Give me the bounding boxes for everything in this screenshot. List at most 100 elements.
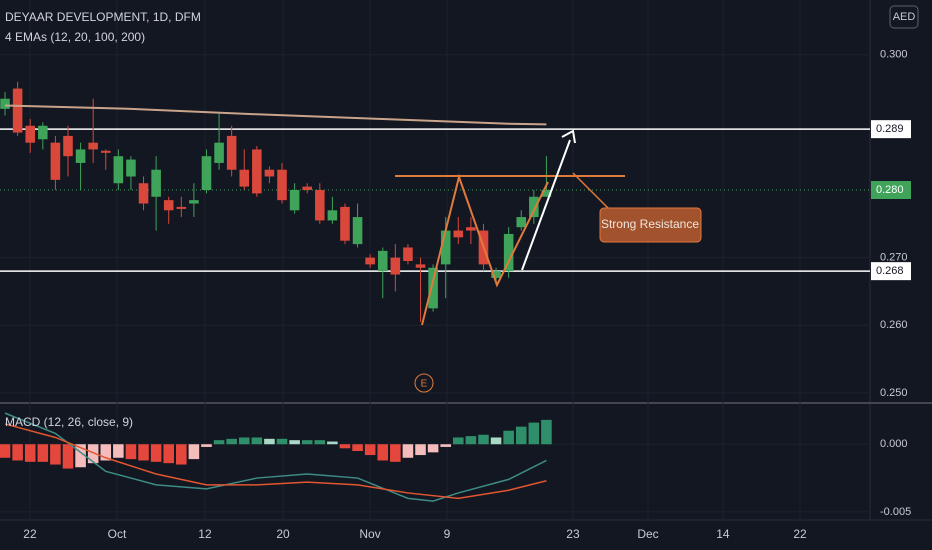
candle-body <box>415 264 426 268</box>
candle-body <box>239 169 250 187</box>
level-box <box>871 262 911 281</box>
macd-bar <box>289 440 300 445</box>
callout-text: Strong Resistance <box>601 217 699 231</box>
level-label: 0.289 <box>876 123 904 135</box>
callout-box <box>599 207 702 243</box>
macd-bar <box>226 438 237 445</box>
candle-body <box>12 88 23 133</box>
earnings-label: E <box>421 379 428 390</box>
macd-bar <box>490 437 502 445</box>
candle-body <box>38 125 48 140</box>
macd-bar <box>478 434 489 445</box>
candle-body <box>516 217 527 228</box>
y-tick-label: -0.005 <box>880 506 911 518</box>
candle-body <box>50 142 61 180</box>
macd-bar <box>503 430 514 445</box>
macd-bar <box>427 444 439 453</box>
candle-body <box>403 247 413 262</box>
x-tick-label: 9 <box>444 527 451 541</box>
macd-bar <box>138 444 149 461</box>
macd-bar <box>0 444 11 458</box>
macd-line <box>4 412 547 502</box>
arrow-line <box>521 139 571 271</box>
candle-body <box>226 135 237 170</box>
currency-box[interactable] <box>889 5 919 29</box>
x-tick-label: Oct <box>108 527 127 541</box>
candle-body <box>100 150 111 153</box>
candle-body <box>428 267 438 309</box>
candle-body <box>365 257 375 265</box>
macd-bar <box>213 440 225 445</box>
last-price-label: 0.280 <box>876 184 904 196</box>
macd-bar <box>264 438 275 445</box>
macd-bar <box>176 444 187 465</box>
arrow-head <box>561 129 576 144</box>
candle-body <box>75 149 86 163</box>
candle-body <box>491 271 501 278</box>
candle-body <box>315 190 325 221</box>
last-price-box <box>871 181 911 200</box>
macd-bar <box>75 444 86 468</box>
candle-body <box>277 169 287 201</box>
macd-bar <box>24 444 36 462</box>
macd-bar <box>314 440 326 445</box>
macd-bar <box>238 437 250 445</box>
macd-bar <box>364 444 376 456</box>
macd-bar <box>390 444 401 462</box>
candle-body <box>25 125 36 143</box>
candle-body <box>377 250 388 272</box>
macd-line <box>4 423 547 500</box>
candle-body <box>138 183 149 204</box>
level-box <box>871 120 911 139</box>
candle-body <box>340 206 350 241</box>
candle-body <box>176 206 187 209</box>
candle-body <box>264 169 275 177</box>
macd-bar <box>163 444 174 464</box>
candle-body <box>252 149 262 194</box>
macd-bar <box>339 444 351 449</box>
macd-bar <box>62 444 74 469</box>
marks: 0.300 0.270 0.260 0.250 22 Oct 12 20 Nov 9 23 Dec 14… <box>0 0 911 541</box>
candle-body <box>302 186 312 191</box>
candle-body <box>201 156 212 191</box>
x-tick-label: 14 <box>716 527 730 541</box>
callout-line <box>572 172 613 213</box>
macd-bar <box>415 444 426 456</box>
candle-body <box>126 159 136 177</box>
candle-body <box>440 230 451 265</box>
macd-bar <box>188 444 200 460</box>
x-tick-label: 20 <box>276 527 290 541</box>
macd-bar <box>301 440 313 445</box>
candle-body <box>163 200 174 211</box>
macd-bar <box>465 436 477 445</box>
candle-body <box>63 135 73 157</box>
x-tick-label: Nov <box>359 527 380 541</box>
y-tick-label: 0.260 <box>880 319 908 331</box>
candle-body <box>503 233 514 272</box>
candle-body <box>453 230 464 238</box>
x-tick-label: Dec <box>637 527 658 541</box>
candle-body <box>88 142 98 150</box>
macd-bar <box>100 444 112 461</box>
candle-body <box>352 217 363 245</box>
candle-body <box>390 257 401 275</box>
macd-bar <box>541 419 552 445</box>
candle-body <box>0 98 10 109</box>
candle-body <box>529 196 539 218</box>
ema-line <box>5 104 547 126</box>
macd-bar <box>150 444 162 462</box>
earnings-marker[interactable] <box>414 373 434 393</box>
indicator-label: 4 EMAs (12, 20, 100, 200) <box>5 30 145 44</box>
macd-bar <box>276 438 288 445</box>
macd-bar <box>327 441 338 445</box>
macd-bar <box>402 444 414 458</box>
chart-title: DEYAAR DEVELOPMENT, 1D, DFM <box>5 10 201 24</box>
macd-bar <box>453 437 464 445</box>
y-tick-label: 0.000 <box>880 438 908 450</box>
macd-bar <box>377 444 389 461</box>
macd-bar <box>352 444 363 451</box>
level-label: 0.268 <box>876 265 904 277</box>
candle-body <box>289 190 300 211</box>
